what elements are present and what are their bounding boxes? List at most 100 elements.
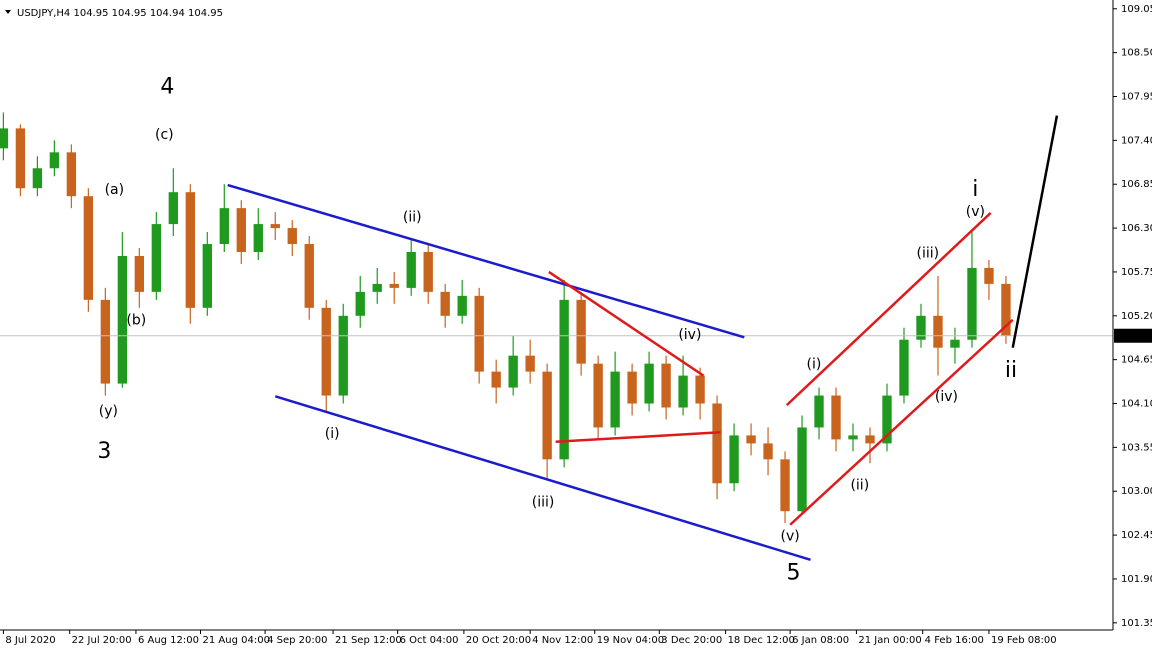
candle-body <box>916 315 926 340</box>
candle-body <box>185 192 195 308</box>
candle-body <box>168 192 178 225</box>
y-tick-label: 103.55 <box>1121 442 1152 453</box>
candle-body <box>695 375 705 404</box>
wave-label: (v) <box>781 529 800 545</box>
x-tick-label: 21 Sep 12:00 <box>335 635 402 646</box>
x-tick-label: 22 Jul 20:00 <box>72 635 132 646</box>
candle-body <box>933 315 943 348</box>
wave-label: 3 <box>97 439 111 464</box>
candle-body <box>253 224 263 252</box>
candle-body <box>491 371 501 388</box>
y-tick-label: 101.35 <box>1121 618 1152 629</box>
candle-body <box>542 371 552 460</box>
candle-body <box>355 291 365 316</box>
candle-body <box>100 299 111 384</box>
candle-body <box>848 435 858 440</box>
candle-body <box>1001 283 1011 336</box>
wave-label: (v) <box>966 204 985 220</box>
candle-body <box>270 224 280 229</box>
trendline <box>785 212 992 407</box>
wave-label: i <box>972 177 978 202</box>
candle-body <box>644 363 654 404</box>
candle-body <box>525 355 535 372</box>
candle-body <box>763 443 773 460</box>
candle-body <box>406 252 416 288</box>
candle-body <box>0 128 9 149</box>
y-tick-label: 103.00 <box>1121 486 1152 497</box>
candle-body <box>389 283 399 288</box>
trendline <box>555 430 721 444</box>
x-tick-label: 4 Feb 16:00 <box>925 635 984 646</box>
candle-body <box>865 435 875 444</box>
wave-label: (iii) <box>532 494 555 510</box>
candle-body <box>66 152 77 197</box>
candle-body <box>627 371 637 404</box>
x-tick-label: 6 Oct 04:00 <box>400 635 459 646</box>
candle-body <box>338 315 348 396</box>
wave-label: (ii) <box>403 210 422 226</box>
candle-body <box>712 403 722 484</box>
wave-label: (b) <box>126 313 146 329</box>
candle-body <box>457 295 467 316</box>
candle-body <box>287 228 297 245</box>
x-tick-label: 19 Feb 08:00 <box>991 635 1057 646</box>
wave-label: (a) <box>105 182 125 198</box>
trendline <box>1011 115 1059 348</box>
candle-body <box>49 152 60 169</box>
candle-body <box>15 128 26 189</box>
candle-body <box>236 208 246 252</box>
wave-label: (i) <box>807 356 822 372</box>
y-tick-label: 105.20 <box>1121 311 1152 322</box>
trendline <box>227 183 745 339</box>
price-tag-label: 104.95 <box>1119 331 1152 342</box>
candle-body <box>440 291 450 316</box>
candle-body <box>304 244 314 308</box>
x-tick-label: 4 Nov 12:00 <box>532 635 593 646</box>
candle-body <box>508 355 518 388</box>
wave-label: 5 <box>787 560 801 585</box>
candle-body <box>780 459 790 512</box>
x-tick-label: 8 Jul 2020 <box>5 635 55 646</box>
candle-body <box>134 255 145 292</box>
wave-label: (i) <box>325 426 340 442</box>
trendline <box>548 270 705 377</box>
y-tick-label: 108.50 <box>1121 48 1152 59</box>
trendline <box>274 395 811 562</box>
x-tick-label: 4 Sep 20:00 <box>267 635 327 646</box>
candle-body <box>593 363 603 428</box>
candle-body <box>372 283 382 292</box>
candle-body <box>797 427 807 512</box>
candle-body <box>117 255 128 384</box>
menu-arrow <box>5 10 11 14</box>
x-tick-label: 20 Oct 20:00 <box>466 635 531 646</box>
candle-body <box>661 363 671 408</box>
wave-label: 4 <box>160 75 174 100</box>
trendline <box>789 318 1014 526</box>
wave-label: (ii) <box>850 478 869 494</box>
candle-body <box>321 307 331 396</box>
candle-body <box>984 267 994 284</box>
candle-body <box>746 435 756 444</box>
wave-label: (iv) <box>678 327 701 343</box>
y-tick-label: 106.85 <box>1121 179 1152 190</box>
candle-body <box>576 299 586 364</box>
x-tick-label: 18 Dec 12:00 <box>728 635 795 646</box>
candle-body <box>950 339 960 348</box>
x-tick-label: 21 Aug 04:00 <box>203 635 270 646</box>
x-tick-label: 6 Jan 08:00 <box>792 635 849 646</box>
candle-body <box>831 395 841 440</box>
y-tick-label: 101.90 <box>1121 574 1152 585</box>
wave-label: (iv) <box>935 389 958 405</box>
candle-body <box>729 435 739 484</box>
x-tick-label: 19 Nov 04:00 <box>597 635 664 646</box>
candle-body <box>202 244 212 308</box>
candle-body <box>967 267 977 340</box>
candle-body <box>814 395 824 428</box>
candle-body <box>899 339 909 396</box>
y-tick-label: 102.45 <box>1121 530 1152 541</box>
candle-body <box>678 375 688 408</box>
y-tick-label: 104.10 <box>1121 399 1152 410</box>
candle-body <box>474 295 484 372</box>
